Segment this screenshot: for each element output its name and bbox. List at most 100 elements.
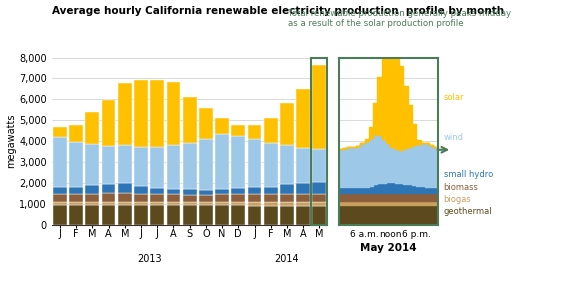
Bar [199, 139, 213, 190]
Bar [232, 188, 245, 194]
Bar [134, 147, 148, 186]
Bar [69, 202, 83, 205]
Bar [102, 146, 115, 184]
Bar [280, 206, 294, 225]
Bar [296, 202, 310, 206]
Bar [280, 194, 294, 202]
Bar [53, 205, 67, 225]
Bar [69, 125, 83, 141]
Text: 2014: 2014 [275, 254, 300, 264]
Bar [199, 108, 213, 139]
Bar [215, 189, 229, 194]
Bar [183, 189, 196, 195]
Bar [118, 193, 132, 202]
Y-axis label: megawatts: megawatts [6, 114, 17, 168]
Bar [166, 202, 180, 205]
Bar [183, 202, 196, 205]
Bar [312, 206, 326, 225]
Bar [102, 205, 115, 225]
Bar [69, 194, 83, 202]
Bar [166, 194, 180, 202]
Text: biomass: biomass [444, 183, 479, 192]
Bar [248, 139, 262, 187]
Bar [232, 194, 245, 202]
Bar [296, 89, 310, 148]
Bar [248, 206, 262, 225]
Bar [296, 148, 310, 183]
Bar [215, 194, 229, 202]
Bar [296, 183, 310, 194]
Bar [199, 195, 213, 202]
Bar [312, 65, 326, 149]
Bar [134, 205, 148, 225]
Bar [296, 194, 310, 202]
Text: biogas: biogas [444, 195, 471, 204]
Bar [53, 194, 67, 202]
Bar [280, 184, 294, 194]
Bar [199, 205, 213, 225]
Bar [166, 189, 180, 194]
Bar [264, 118, 278, 143]
Bar [264, 202, 278, 206]
Bar [53, 127, 67, 137]
Bar [118, 205, 132, 225]
Bar [312, 182, 326, 194]
Bar [150, 80, 164, 147]
Bar [232, 136, 245, 188]
Bar [280, 145, 294, 184]
Bar [53, 202, 67, 205]
Bar [134, 80, 148, 147]
X-axis label: May 2014: May 2014 [360, 243, 416, 253]
Bar [312, 202, 326, 206]
Bar [280, 103, 294, 145]
Bar [296, 206, 310, 225]
Bar [183, 195, 196, 202]
Bar [85, 185, 99, 194]
Bar [166, 145, 180, 189]
Bar [248, 187, 262, 194]
Bar [312, 149, 326, 182]
Text: solar: solar [444, 93, 464, 102]
Bar [199, 202, 213, 205]
Bar [280, 202, 294, 206]
Bar [311, 58, 328, 225]
Bar [199, 190, 213, 195]
Bar [150, 188, 164, 194]
Bar [118, 202, 132, 205]
Bar [118, 83, 132, 145]
Bar [102, 193, 115, 202]
Bar [85, 202, 99, 205]
Bar [85, 194, 99, 202]
Bar [264, 143, 278, 187]
Bar [150, 202, 164, 205]
Bar [85, 144, 99, 185]
Bar [232, 125, 245, 136]
Bar [183, 143, 196, 189]
Bar [69, 187, 83, 194]
Bar [248, 194, 262, 202]
Bar [53, 187, 67, 194]
Text: Total renewable production generally peaks midday
as a result of the solar produ: Total renewable production generally pea… [288, 9, 511, 28]
Bar [166, 82, 180, 145]
Bar [232, 205, 245, 225]
Bar [215, 134, 229, 189]
Bar [264, 187, 278, 194]
Text: wind: wind [444, 133, 464, 142]
Bar [134, 194, 148, 202]
Bar [69, 141, 83, 187]
Bar [69, 205, 83, 225]
Bar [183, 97, 196, 143]
Bar [134, 202, 148, 205]
Bar [166, 205, 180, 225]
Bar [150, 205, 164, 225]
Bar [85, 205, 99, 225]
Bar [264, 194, 278, 202]
Bar [118, 183, 132, 193]
Bar [248, 125, 262, 139]
Bar [312, 194, 326, 202]
Bar [232, 202, 245, 205]
Bar [183, 205, 196, 225]
Text: geothermal: geothermal [444, 207, 492, 216]
Bar [215, 118, 229, 134]
Bar [102, 202, 115, 205]
